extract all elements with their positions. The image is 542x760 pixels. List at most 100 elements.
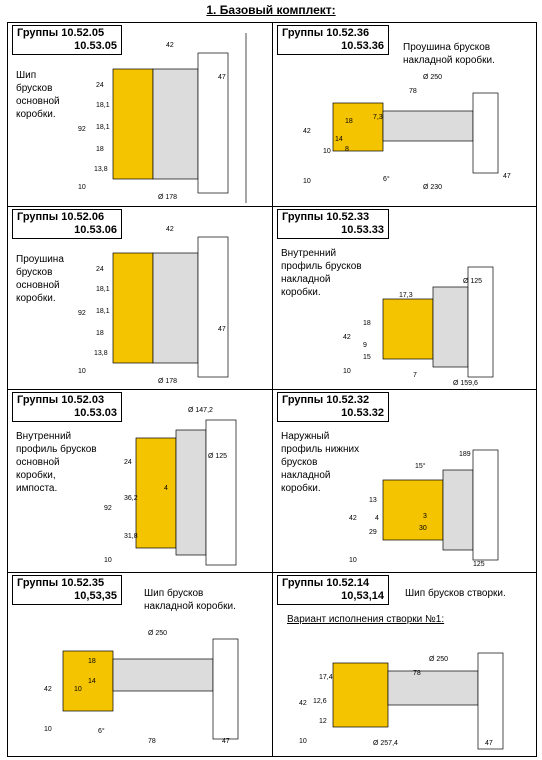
group-label-2: 10.53.32 — [341, 407, 384, 419]
dim-label: 30 — [419, 525, 427, 532]
panel-description: Внутренний профиль брусков основной коро… — [16, 431, 97, 494]
dim-label: 92 — [78, 310, 86, 317]
dim-label: 92 — [78, 126, 86, 133]
dim-label: 42 — [303, 128, 311, 135]
dim-label: 15° — [415, 462, 426, 470]
dim-label: 42 — [299, 700, 307, 707]
dim-label: 15 — [363, 354, 371, 361]
tool-drawing: 42 47 24 18,1 18,1 18 13,8 92 10 Ø 178 — [78, 226, 229, 385]
dim-label: 42 — [166, 42, 174, 49]
dim-label: 47 — [485, 740, 493, 747]
dim-label: 10 — [323, 148, 331, 155]
dim-label: 13,8 — [94, 166, 108, 173]
group-label: Группы 10.52.06 — [17, 211, 105, 223]
group-label-2: 10,53,14 — [341, 590, 384, 602]
dim-label: 18,1 — [96, 308, 110, 315]
dim-label: 9 — [363, 342, 367, 349]
dim-label: 36,2 — [124, 495, 138, 502]
panel-description: Проушина брусков основной коробки. — [16, 254, 64, 304]
cutter-body — [382, 110, 474, 142]
group-header: Группы 10.52.33 10.53.33 — [277, 209, 389, 239]
dim-label: 18 — [96, 146, 104, 153]
cutter-body — [432, 286, 469, 368]
dim-label: 10 — [299, 738, 307, 745]
dim-label: 47 — [218, 74, 226, 81]
dim-label: 10 — [343, 368, 351, 375]
dim-label: 125 — [473, 561, 485, 568]
group-label: Группы 10.52.32 — [282, 394, 370, 406]
panel-10-52-33: Группы 10.52.33 10.53.33 Внутренний проф… — [273, 207, 538, 389]
cutter-body — [152, 68, 199, 180]
dim-label: 42 — [44, 686, 52, 693]
dim-label: Ø 230 — [423, 184, 442, 191]
dim-label: 24 — [96, 82, 104, 89]
dim-label: 42 — [349, 515, 357, 522]
panel-description: Шип брусков створки. — [405, 588, 506, 599]
dim-label: 47 — [222, 738, 230, 745]
cutter-body — [112, 658, 214, 692]
dim-label: 12,6 — [313, 698, 327, 705]
group-label: Группы 10.52.36 — [282, 27, 370, 39]
spindle-shape — [205, 419, 237, 566]
group-header: Группы 10.52.06 10.53.06 — [12, 209, 122, 239]
dim-label: 6° — [383, 175, 390, 183]
page-title: 1. Базовый комплект: — [206, 3, 336, 17]
panel-10-52-06: Группы 10.52.06 10.53.06 Проушина бруско… — [8, 207, 272, 389]
dim-label: 10 — [74, 686, 82, 693]
panel-10-52-14: Группы 10.52.14 10,53,14 Шип брусков ств… — [273, 573, 538, 758]
dim-label: Ø 178 — [158, 194, 177, 201]
tool-drawing: Ø 147,2 Ø 125 24 36,2 4 31,8 92 10 — [104, 407, 237, 566]
group-label-2: 10.53.06 — [74, 224, 117, 236]
tool-drawing: 42 47 24 18,1 18,1 18 13,8 92 10 Ø 178 — [78, 33, 247, 203]
group-label: Группы 10.52.35 — [17, 577, 105, 589]
spindle-shape — [472, 449, 499, 561]
panel-10-52-36: Группы 10.52.36 10.53.36 Проушина бруско… — [273, 23, 538, 206]
panel-description: Наружный профиль нижних брусков накладно… — [281, 431, 360, 494]
spindle-shape — [197, 236, 229, 378]
spindle-shape — [212, 638, 239, 740]
dim-label: 13 — [369, 497, 377, 504]
dim-label: 17,4 — [319, 674, 333, 681]
cutter-body — [152, 252, 199, 364]
dim-label: 13,8 — [94, 350, 108, 357]
panel-description: Шип брусков основной коробки. — [16, 70, 60, 120]
tool-drawing: Ø 125 17,3 18 9 15 42 10 7 Ø 159,6 — [343, 266, 494, 387]
group-header: Группы 10.52.32 10.53.32 — [277, 392, 389, 422]
dim-label: 10 — [104, 557, 112, 564]
dim-label: 10 — [78, 368, 86, 375]
dim-label: 47 — [218, 326, 226, 333]
dim-label: 78 — [413, 670, 421, 677]
panel-10-52-05: Группы 10.52.05 10.53.05 Шип брусков осн… — [8, 23, 272, 206]
dim-label: 10 — [44, 726, 52, 733]
dim-label: 7,3 — [373, 114, 383, 121]
group-label: Группы 10.52.05 — [17, 27, 105, 39]
dim-label: 12 — [319, 718, 327, 725]
tool-drawing: 15° 189 13 4 29 3 30 42 10 125 — [349, 449, 499, 568]
dim-label: 31,8 — [124, 533, 138, 540]
dim-label: 18,1 — [96, 124, 110, 131]
dim-label: Ø 125 — [208, 453, 227, 460]
spindle-shape — [472, 92, 499, 174]
group-label-2: 10,53,35 — [74, 590, 117, 602]
grid-divider-row3 — [8, 572, 536, 573]
dim-label: 4 — [164, 485, 168, 492]
dim-label: 18 — [88, 658, 96, 665]
workpiece-shape — [382, 479, 444, 541]
dim-label: 14 — [88, 678, 96, 685]
grid-divider-row2 — [8, 389, 536, 390]
group-label-2: 10.53.03 — [74, 407, 117, 419]
dim-label: 189 — [459, 451, 471, 458]
dim-label: Ø 250 — [148, 630, 167, 637]
dim-label: Ø 159,6 — [453, 380, 478, 387]
workpiece-shape — [112, 68, 154, 180]
group-header: Группы 10.52.03 10.53.03 — [12, 392, 122, 422]
dim-label: 18 — [345, 118, 353, 125]
panel-description: Внутренний профиль брусков накладной кор… — [281, 248, 362, 298]
dim-label: 17,3 — [399, 292, 413, 299]
panel-10-52-35: Группы 10.52.35 10,53,35 Шип брусков нак… — [8, 573, 272, 758]
dim-label: 10 — [303, 178, 311, 185]
dim-label: 14 — [335, 136, 343, 143]
dim-label: 3 — [423, 513, 427, 520]
group-label-2: 10.53.33 — [341, 224, 384, 236]
dim-label: 4 — [375, 515, 379, 522]
